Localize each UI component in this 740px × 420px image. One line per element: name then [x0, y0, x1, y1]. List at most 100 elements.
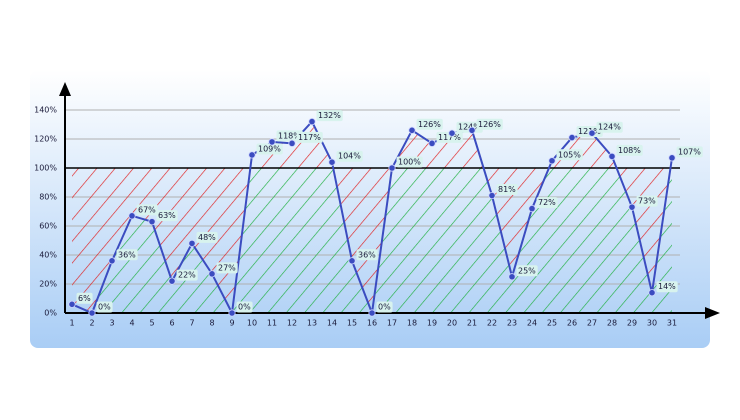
value-label-bg: [656, 281, 678, 293]
value-label: 132%: [318, 111, 341, 120]
data-point: [528, 205, 536, 213]
value-label-bg: [516, 265, 538, 277]
value-label-bg: [276, 130, 303, 142]
value-label: 25%: [518, 266, 536, 275]
data-point: [368, 309, 376, 317]
data-point: [148, 218, 156, 226]
data-point: [128, 212, 136, 220]
data-point: [208, 270, 216, 278]
y-tick-label: 0%: [44, 309, 57, 318]
value-label-bg: [236, 301, 253, 313]
data-point: [88, 309, 96, 317]
data-point: [268, 138, 276, 146]
data-point: [388, 164, 396, 172]
value-label-bg: [676, 146, 703, 158]
area-below: [72, 168, 672, 313]
value-label-bg: [436, 131, 463, 143]
x-tick-label: 8: [209, 319, 214, 328]
x-tick-label: 25: [547, 319, 557, 328]
data-point: [348, 257, 356, 265]
value-label: 0%: [378, 303, 391, 312]
x-tick-label: 9: [229, 319, 234, 328]
value-label-bg: [176, 269, 198, 281]
data-point: [328, 158, 336, 166]
y-tick-label: 20%: [39, 280, 57, 289]
y-tick-label: 60%: [39, 222, 57, 231]
value-label: 22%: [178, 271, 196, 280]
x-tick-label: 28: [607, 319, 617, 328]
x-tick-label: 18: [407, 319, 417, 328]
data-point: [168, 277, 176, 285]
value-label-bg: [616, 144, 643, 156]
value-label-bg: [556, 149, 583, 161]
value-label-bg: [496, 184, 518, 196]
x-tick-label: 16: [367, 319, 377, 328]
data-point: [488, 191, 496, 200]
data-point: [188, 239, 196, 247]
x-tick-label: 11: [267, 319, 277, 328]
value-label-bg: [336, 150, 363, 162]
data-point: [68, 300, 76, 308]
y-tick-label: 100%: [34, 164, 57, 173]
x-arrow: [705, 307, 720, 319]
data-point: [248, 151, 256, 159]
x-tick-label: 19: [427, 319, 437, 328]
y-tick-label: 80%: [39, 193, 57, 202]
x-tick-label: 12: [287, 319, 297, 328]
x-tick-label: 2: [89, 319, 94, 328]
value-label: 118%: [278, 131, 301, 140]
value-label-bg: [316, 110, 343, 122]
value-label-bg: [416, 118, 443, 130]
data-point: [568, 133, 576, 142]
value-label: 14%: [658, 282, 676, 291]
x-tick-label: 15: [347, 319, 357, 328]
x-tick-label: 14: [327, 319, 337, 328]
value-label-bg: [76, 292, 93, 304]
value-label: 0%: [98, 303, 111, 312]
y-tick-label: 140%: [34, 106, 57, 115]
value-label-bg: [536, 197, 558, 209]
value-label-bg: [216, 262, 238, 274]
value-label: 36%: [358, 250, 376, 259]
value-label: 109%: [258, 144, 281, 153]
value-label-bg: [396, 156, 423, 168]
value-label-bg: [596, 121, 623, 133]
data-point: [648, 289, 656, 297]
value-label-bg: [196, 231, 218, 243]
x-tick-label: 30: [647, 319, 657, 328]
value-label: 117%: [438, 133, 461, 142]
value-label: 100%: [398, 158, 421, 167]
data-point: [548, 157, 556, 165]
x-tick-label: 22: [487, 319, 497, 328]
value-label: 48%: [198, 233, 216, 242]
x-tick-label: 27: [587, 319, 597, 328]
value-label: 126%: [418, 120, 441, 129]
x-tick-label: 31: [667, 319, 677, 328]
value-label: 27%: [218, 263, 236, 272]
value-label-bg: [136, 204, 158, 216]
data-point: [428, 139, 436, 147]
value-label-bg: [116, 249, 138, 261]
value-label: 73%: [638, 197, 656, 206]
value-label: 117%: [298, 133, 321, 142]
data-point: [408, 126, 416, 134]
value-label: 67%: [138, 205, 156, 214]
x-tick-label: 6: [169, 319, 174, 328]
x-tick-label: 1: [69, 319, 74, 328]
x-tick-label: 10: [247, 319, 257, 328]
data-point: [468, 126, 476, 134]
value-label-bg: [356, 249, 378, 261]
y-tick-label: 120%: [34, 135, 57, 144]
x-tick-label: 26: [567, 319, 577, 328]
x-tick-label: 24: [527, 319, 537, 328]
data-point: [628, 203, 636, 211]
y-tick-label: 40%: [39, 251, 57, 260]
value-label: 63%: [158, 211, 176, 220]
data-point: [588, 129, 596, 137]
data-point: [508, 273, 516, 281]
data-point: [108, 257, 116, 265]
x-tick-label: 17: [387, 319, 397, 328]
data-point: [228, 309, 236, 317]
value-label: 36%: [118, 250, 136, 259]
